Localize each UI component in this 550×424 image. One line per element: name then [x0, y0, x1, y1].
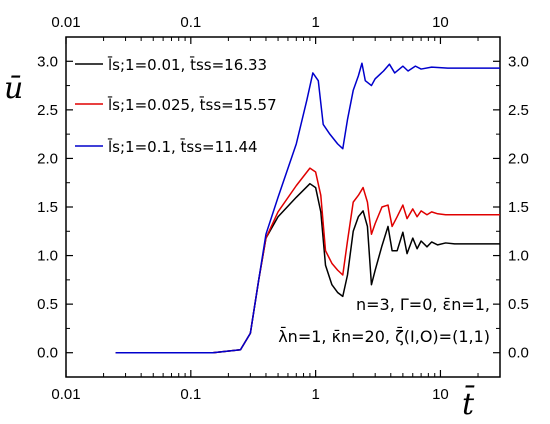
x-tick-label-top: 1	[311, 14, 319, 31]
x-tick-label-top: 0.1	[180, 14, 201, 31]
x-tick-label-bottom: 0.01	[51, 386, 80, 403]
x-tick-label-bottom: 10	[432, 386, 449, 403]
series-line-1	[115, 167, 500, 354]
y-tick-label-right: 2.5	[508, 102, 529, 119]
y-tick-label-left: 2.5	[37, 102, 58, 119]
axis-ticks	[65, 37, 501, 377]
x-tick-label-bottom: 0.1	[180, 386, 201, 403]
y-tick-label-left: 0.0	[37, 345, 58, 362]
legend-label-series-2: l̄s;1=0.1, t̄ss=11.44	[108, 137, 258, 156]
y-tick-label-right: 1.5	[508, 199, 529, 216]
series-line-0	[115, 182, 500, 354]
series-lines	[115, 62, 500, 354]
x-tick-label-top: 10	[432, 14, 449, 31]
y-tick-label-right: 3.0	[508, 53, 529, 70]
x-axis-title: t̄	[462, 384, 475, 422]
y-tick-label-right: 2.0	[508, 150, 529, 167]
y-tick-label-left: 0.5	[37, 296, 58, 313]
series-line-2	[115, 62, 500, 354]
y-tick-label-left: 2.0	[37, 150, 58, 167]
legend-label-series-1: l̄s;1=0.025, t̄ss=15.57	[108, 95, 277, 114]
y-tick-label-left: 1.0	[37, 248, 58, 265]
annotation-line-1: n=3, Γ=0, ε̄n=1,	[356, 295, 490, 314]
y-tick-label-right: 0.5	[508, 296, 529, 313]
x-tick-label-top: 0.01	[51, 14, 80, 31]
plot-frame	[65, 36, 501, 378]
y-axis-title: ū	[4, 71, 23, 106]
tick-labels: 0.01 0.01 0.1 0.1 1 1 10 10 0.0 0.0 0.5 0.5 1.0 1.0 1.…	[37, 14, 529, 403]
legend-label-series-0: l̄s;1=0.01, t̄ss=16.33	[108, 55, 267, 74]
annotation-line-2: λ̄n=1, κ̄n=20, ζ̄(I,O)=(1,1)	[278, 327, 490, 346]
y-tick-label-left: 3.0	[37, 53, 58, 70]
y-tick-label-right: 1.0	[508, 248, 529, 265]
y-tick-label-left: 1.5	[37, 199, 58, 216]
x-tick-label-bottom: 1	[311, 386, 319, 403]
legend: l̄s;1=0.01, t̄ss=16.33 l̄s;1=0.025, t̄ss…	[75, 55, 277, 156]
y-tick-label-right: 0.0	[508, 345, 529, 362]
